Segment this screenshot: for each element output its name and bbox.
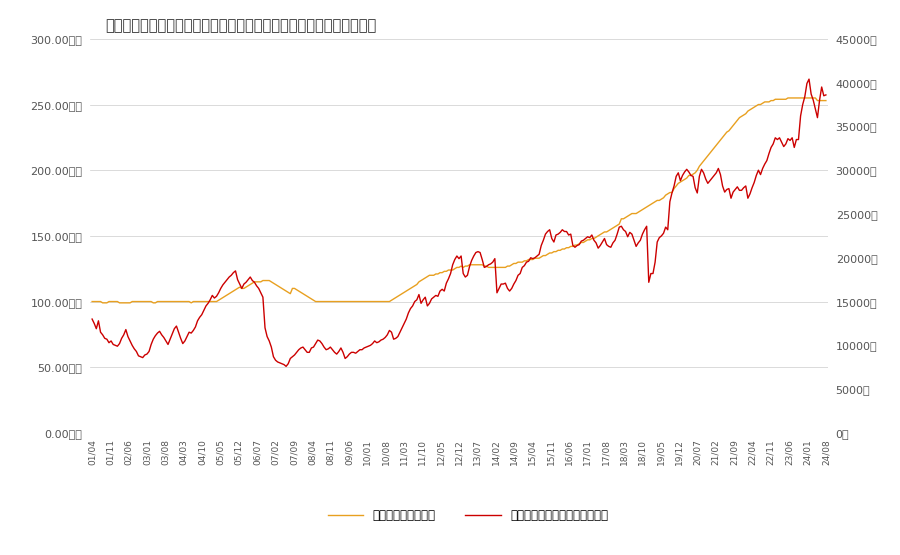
Line: 成約坪単価（万円）: 成約坪単価（万円） bbox=[92, 98, 826, 303]
成約坪単価（万円） bbox=[86, 298, 97, 305]
日経平均株価（月末値）（円） bbox=[532, 253, 543, 259]
成約坪単価（万円） bbox=[553, 247, 563, 254]
成約坪単価（万円） bbox=[532, 255, 543, 261]
成約坪単価（万円） bbox=[513, 259, 524, 265]
Legend: 成約坪単価（万円）, 日経平均株価（月末値）（円）: 成約坪単価（万円）, 日経平均株価（月末値）（円） bbox=[323, 504, 613, 527]
日経平均株価（月末値）（円） bbox=[821, 92, 832, 98]
Text: 首都圏中古マンションの成約坪単価と日経平均株価（月末値）の推移: 首都圏中古マンションの成約坪単価と日経平均株価（月末値）の推移 bbox=[104, 18, 376, 33]
日経平均株価（月末値）（円） bbox=[407, 302, 418, 309]
成約坪単価（万円） bbox=[407, 284, 418, 290]
日経平均株価（月末値）（円） bbox=[698, 169, 709, 176]
成約坪単価（万円） bbox=[782, 94, 793, 101]
Line: 日経平均株価（月末値）（円）: 日経平均株価（月末値）（円） bbox=[92, 79, 826, 366]
成約坪単価（万円） bbox=[633, 209, 643, 215]
日経平均株価（月末値）（円） bbox=[804, 76, 814, 83]
成約坪単価（万円） bbox=[698, 158, 709, 164]
日経平均株価（月末値）（円） bbox=[513, 272, 524, 279]
成約坪単価（万円） bbox=[821, 97, 832, 104]
日経平均株価（月末値）（円） bbox=[86, 316, 97, 322]
日経平均株価（月末値）（円） bbox=[633, 240, 643, 246]
日経平均株価（月末値）（円） bbox=[281, 363, 292, 370]
成約坪単価（万円） bbox=[97, 300, 108, 306]
日経平均株価（月末値）（円） bbox=[553, 231, 563, 238]
